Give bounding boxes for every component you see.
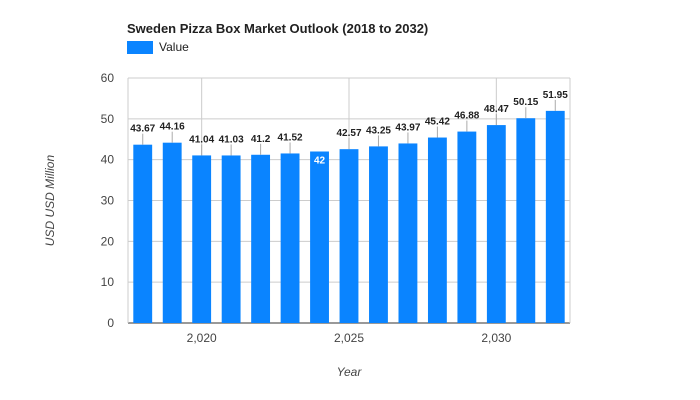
chart-title: Sweden Pizza Box Market Outlook (2018 to…	[127, 21, 429, 36]
data-label: 50.15	[513, 97, 538, 108]
data-label: 42.57	[336, 128, 361, 139]
bar	[339, 149, 359, 323]
x-tick-label: 2,025	[334, 331, 364, 345]
data-label: 51.95	[543, 90, 568, 101]
y-tick-label: 0	[107, 316, 114, 330]
data-label: 43.97	[395, 122, 420, 133]
bar	[427, 137, 447, 323]
bar	[251, 154, 271, 323]
data-label: 43.67	[130, 124, 155, 135]
x-axis-ticks: 2,020 2,025 2,030	[187, 331, 512, 345]
y-tick-label: 30	[101, 194, 115, 208]
bar	[133, 144, 153, 323]
legend[interactable]: Value	[127, 40, 189, 54]
bar	[457, 131, 477, 323]
data-label: 42	[314, 156, 326, 167]
data-label: 44.16	[160, 122, 185, 133]
y-axis-title: USD USD Million	[43, 155, 57, 247]
data-label: 41.03	[219, 134, 244, 145]
bar	[516, 118, 536, 324]
y-tick-label: 20	[101, 234, 115, 248]
data-labels: 43.67 44.16 41.04 41.03 41.2 41.52 42 42.57 43.2…	[130, 90, 568, 167]
bar	[162, 142, 182, 323]
bars	[133, 110, 565, 324]
y-tick-label: 40	[101, 153, 115, 167]
bar	[486, 125, 506, 323]
data-label: 41.04	[189, 134, 214, 145]
bar	[280, 153, 300, 323]
bar	[545, 110, 565, 323]
bar	[192, 155, 212, 323]
data-label: 43.25	[366, 125, 391, 136]
bar	[369, 146, 388, 323]
bar	[310, 151, 329, 323]
data-label: 48.47	[484, 104, 509, 115]
data-label: 46.88	[454, 111, 479, 122]
data-label: 45.42	[425, 117, 450, 128]
data-label: 41.2	[251, 134, 271, 145]
bar	[398, 143, 418, 323]
bar	[221, 155, 241, 323]
x-tick-label: 2,030	[481, 331, 511, 345]
y-tick-label: 50	[101, 112, 115, 126]
y-tick-label: 10	[101, 275, 115, 289]
legend-swatch	[127, 40, 153, 54]
y-axis-ticks: 0 10 20 30 40 50 60	[101, 71, 115, 330]
data-label: 41.52	[278, 132, 303, 143]
x-axis-title: Year	[337, 365, 363, 379]
x-tick-label: 2,020	[187, 331, 217, 345]
y-tick-label: 60	[101, 71, 115, 85]
legend-label: Value	[159, 40, 189, 54]
